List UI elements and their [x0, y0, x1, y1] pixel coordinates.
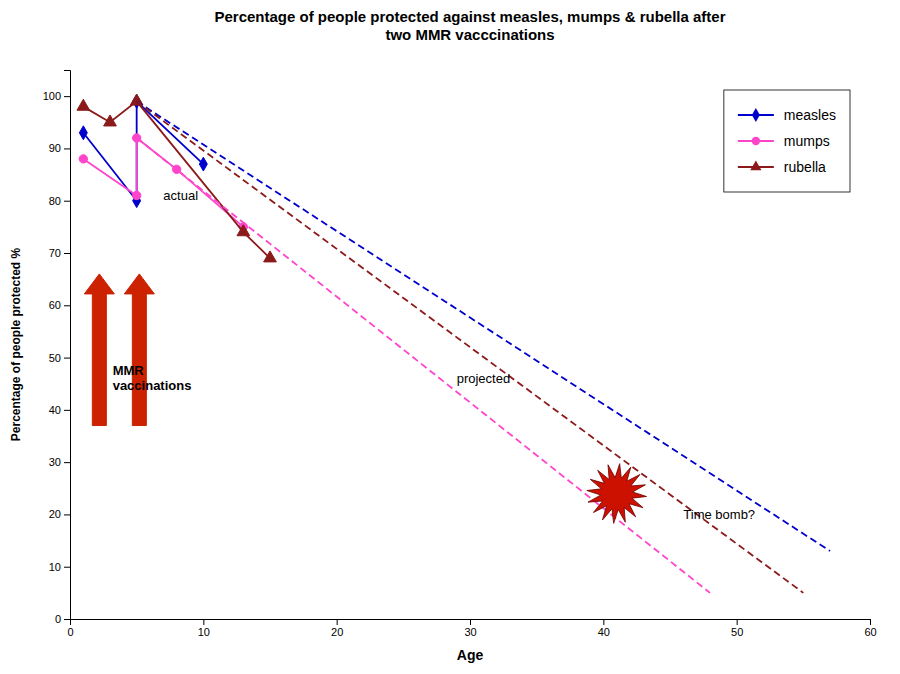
title: Percentage of people protected against m… — [215, 8, 726, 43]
y-tick-mark — [64, 201, 70, 202]
point — [77, 99, 90, 110]
arrow — [124, 274, 154, 426]
y-tick-label: 0 — [55, 613, 61, 625]
y-tick: 80 — [49, 195, 70, 207]
y-tick: 50 — [49, 352, 70, 364]
y-tick-mark — [64, 358, 70, 359]
y-tick-mark — [64, 462, 70, 463]
y-tick-mark — [64, 619, 70, 620]
x-tick-mark — [737, 619, 738, 625]
x-tick: 20 — [331, 619, 343, 638]
x-tick-mark — [603, 619, 604, 625]
legend-marker — [752, 137, 760, 145]
y-tick-label: 70 — [49, 247, 61, 259]
projected-line — [137, 138, 710, 593]
point — [132, 191, 140, 199]
y-tick: 70 — [49, 247, 70, 259]
x-tick-mark — [870, 619, 871, 625]
legend-marker — [750, 160, 761, 170]
y-tick-label: 90 — [49, 142, 61, 154]
x-axis: 0 10 20 30 40 50 60 — [67, 619, 876, 638]
x-axis-line — [71, 620, 871, 626]
point — [79, 155, 87, 163]
y-tick-label: 10 — [49, 561, 61, 573]
x-tick-label: 50 — [731, 626, 743, 638]
y-tick-mark — [64, 253, 70, 254]
series-line — [83, 138, 243, 227]
starburst — [587, 464, 647, 524]
legend-marker — [752, 108, 760, 122]
legend-frame — [724, 90, 850, 192]
x-tick: 60 — [864, 619, 876, 638]
y-tick: 90 — [49, 142, 70, 154]
y-tick: 100 — [43, 90, 70, 102]
data-area — [77, 94, 830, 593]
legend-label: rubella — [784, 159, 826, 175]
x-tick-label: 60 — [864, 626, 876, 638]
y-tick-mark — [64, 148, 70, 149]
x-tick-label: 20 — [331, 626, 343, 638]
y-tick-label: 100 — [43, 90, 61, 102]
arrow — [84, 274, 114, 426]
y-tick-label: 80 — [49, 195, 61, 207]
y-tick-mark — [64, 305, 70, 306]
y-tick-label: 40 — [49, 404, 61, 416]
x-tick-label: 30 — [464, 626, 476, 638]
point — [104, 115, 117, 126]
point — [237, 225, 250, 236]
y-axis-title: Percentage of people protected % — [9, 247, 23, 441]
legend-label: measles — [784, 107, 836, 123]
x-axis-title: Age — [457, 647, 484, 663]
plot: 0 10 20 30 40 50 60 0 10 20 30 40 50 60 70 80 90 100 actua… — [43, 71, 877, 638]
annotation: actual — [163, 188, 198, 203]
y-tick-mark — [64, 567, 70, 568]
projected-line — [137, 101, 804, 592]
point — [199, 157, 207, 171]
point — [79, 126, 87, 140]
y-tick-mark — [64, 410, 70, 411]
y-tick: 60 — [49, 299, 70, 311]
series-line — [83, 101, 270, 258]
legend-label: mumps — [784, 133, 830, 149]
annotation: projected — [457, 371, 510, 386]
y-tick: 0 — [55, 613, 70, 625]
point — [264, 251, 277, 262]
chart: 0 10 20 30 40 50 60 0 10 20 30 40 50 60 70 80 90 100 actua… — [0, 0, 900, 674]
y-tick: 20 — [49, 508, 70, 520]
x-tick-label: 40 — [598, 626, 610, 638]
x-tick: 50 — [731, 619, 743, 638]
y-tick: 40 — [49, 404, 70, 416]
y-tick: 10 — [49, 561, 70, 573]
y-tick-label: 30 — [49, 456, 61, 468]
y-tick-label: 60 — [49, 299, 61, 311]
x-tick: 30 — [464, 619, 476, 638]
x-tick-mark — [470, 619, 471, 625]
y-tick-mark — [64, 514, 70, 515]
x-tick-label: 10 — [198, 626, 210, 638]
annotation: Time bomb? — [683, 507, 755, 522]
x-tick-mark — [337, 619, 338, 625]
legend: measles mumps rubella — [724, 90, 850, 192]
x-tick: 40 — [598, 619, 610, 638]
x-tick: 10 — [198, 619, 210, 638]
y-axis: 0 10 20 30 40 50 60 70 80 90 100 — [43, 71, 71, 626]
x-tick: 0 — [67, 619, 73, 638]
x-tick-mark — [203, 619, 204, 625]
y-axis-line — [64, 71, 71, 620]
y-tick-mark — [64, 96, 70, 97]
y-tick-label: 50 — [49, 352, 61, 364]
annotation: MMRvaccinations — [113, 363, 192, 394]
x-tick-label: 0 — [67, 626, 73, 638]
y-tick: 30 — [49, 456, 70, 468]
y-tick-label: 20 — [49, 508, 61, 520]
